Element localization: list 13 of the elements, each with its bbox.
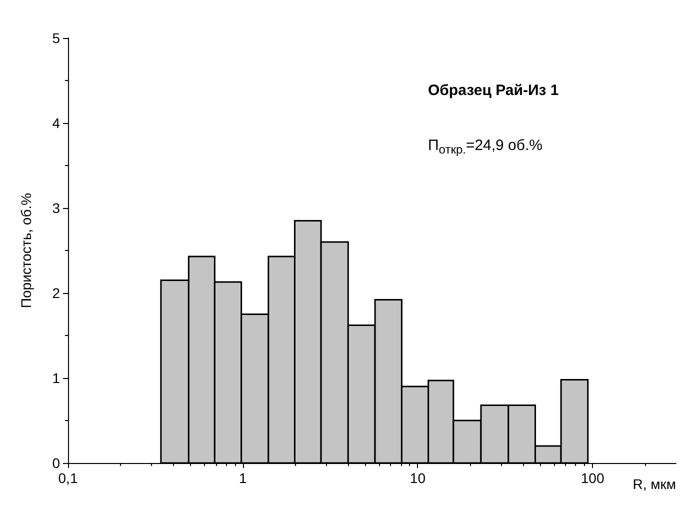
- x-tick-label: 1: [238, 470, 247, 486]
- y-tick-label: 3: [52, 200, 60, 216]
- y-tick-label: 2: [52, 285, 60, 301]
- y-axis-title: Пористость, об.%: [18, 192, 34, 308]
- x-axis-title: R, мкм: [632, 476, 676, 492]
- y-tick-label: 4: [52, 115, 60, 131]
- x-tick-label: 10: [410, 470, 426, 486]
- y-tick-label: 5: [52, 30, 60, 46]
- y-tick-label: 1: [52, 370, 60, 386]
- annotation: Образец Рай-Из 1: [428, 82, 559, 99]
- x-tick-label: 0,1: [58, 470, 78, 486]
- y-tick-label: 0: [52, 455, 60, 471]
- x-tick-label: 100: [580, 470, 604, 486]
